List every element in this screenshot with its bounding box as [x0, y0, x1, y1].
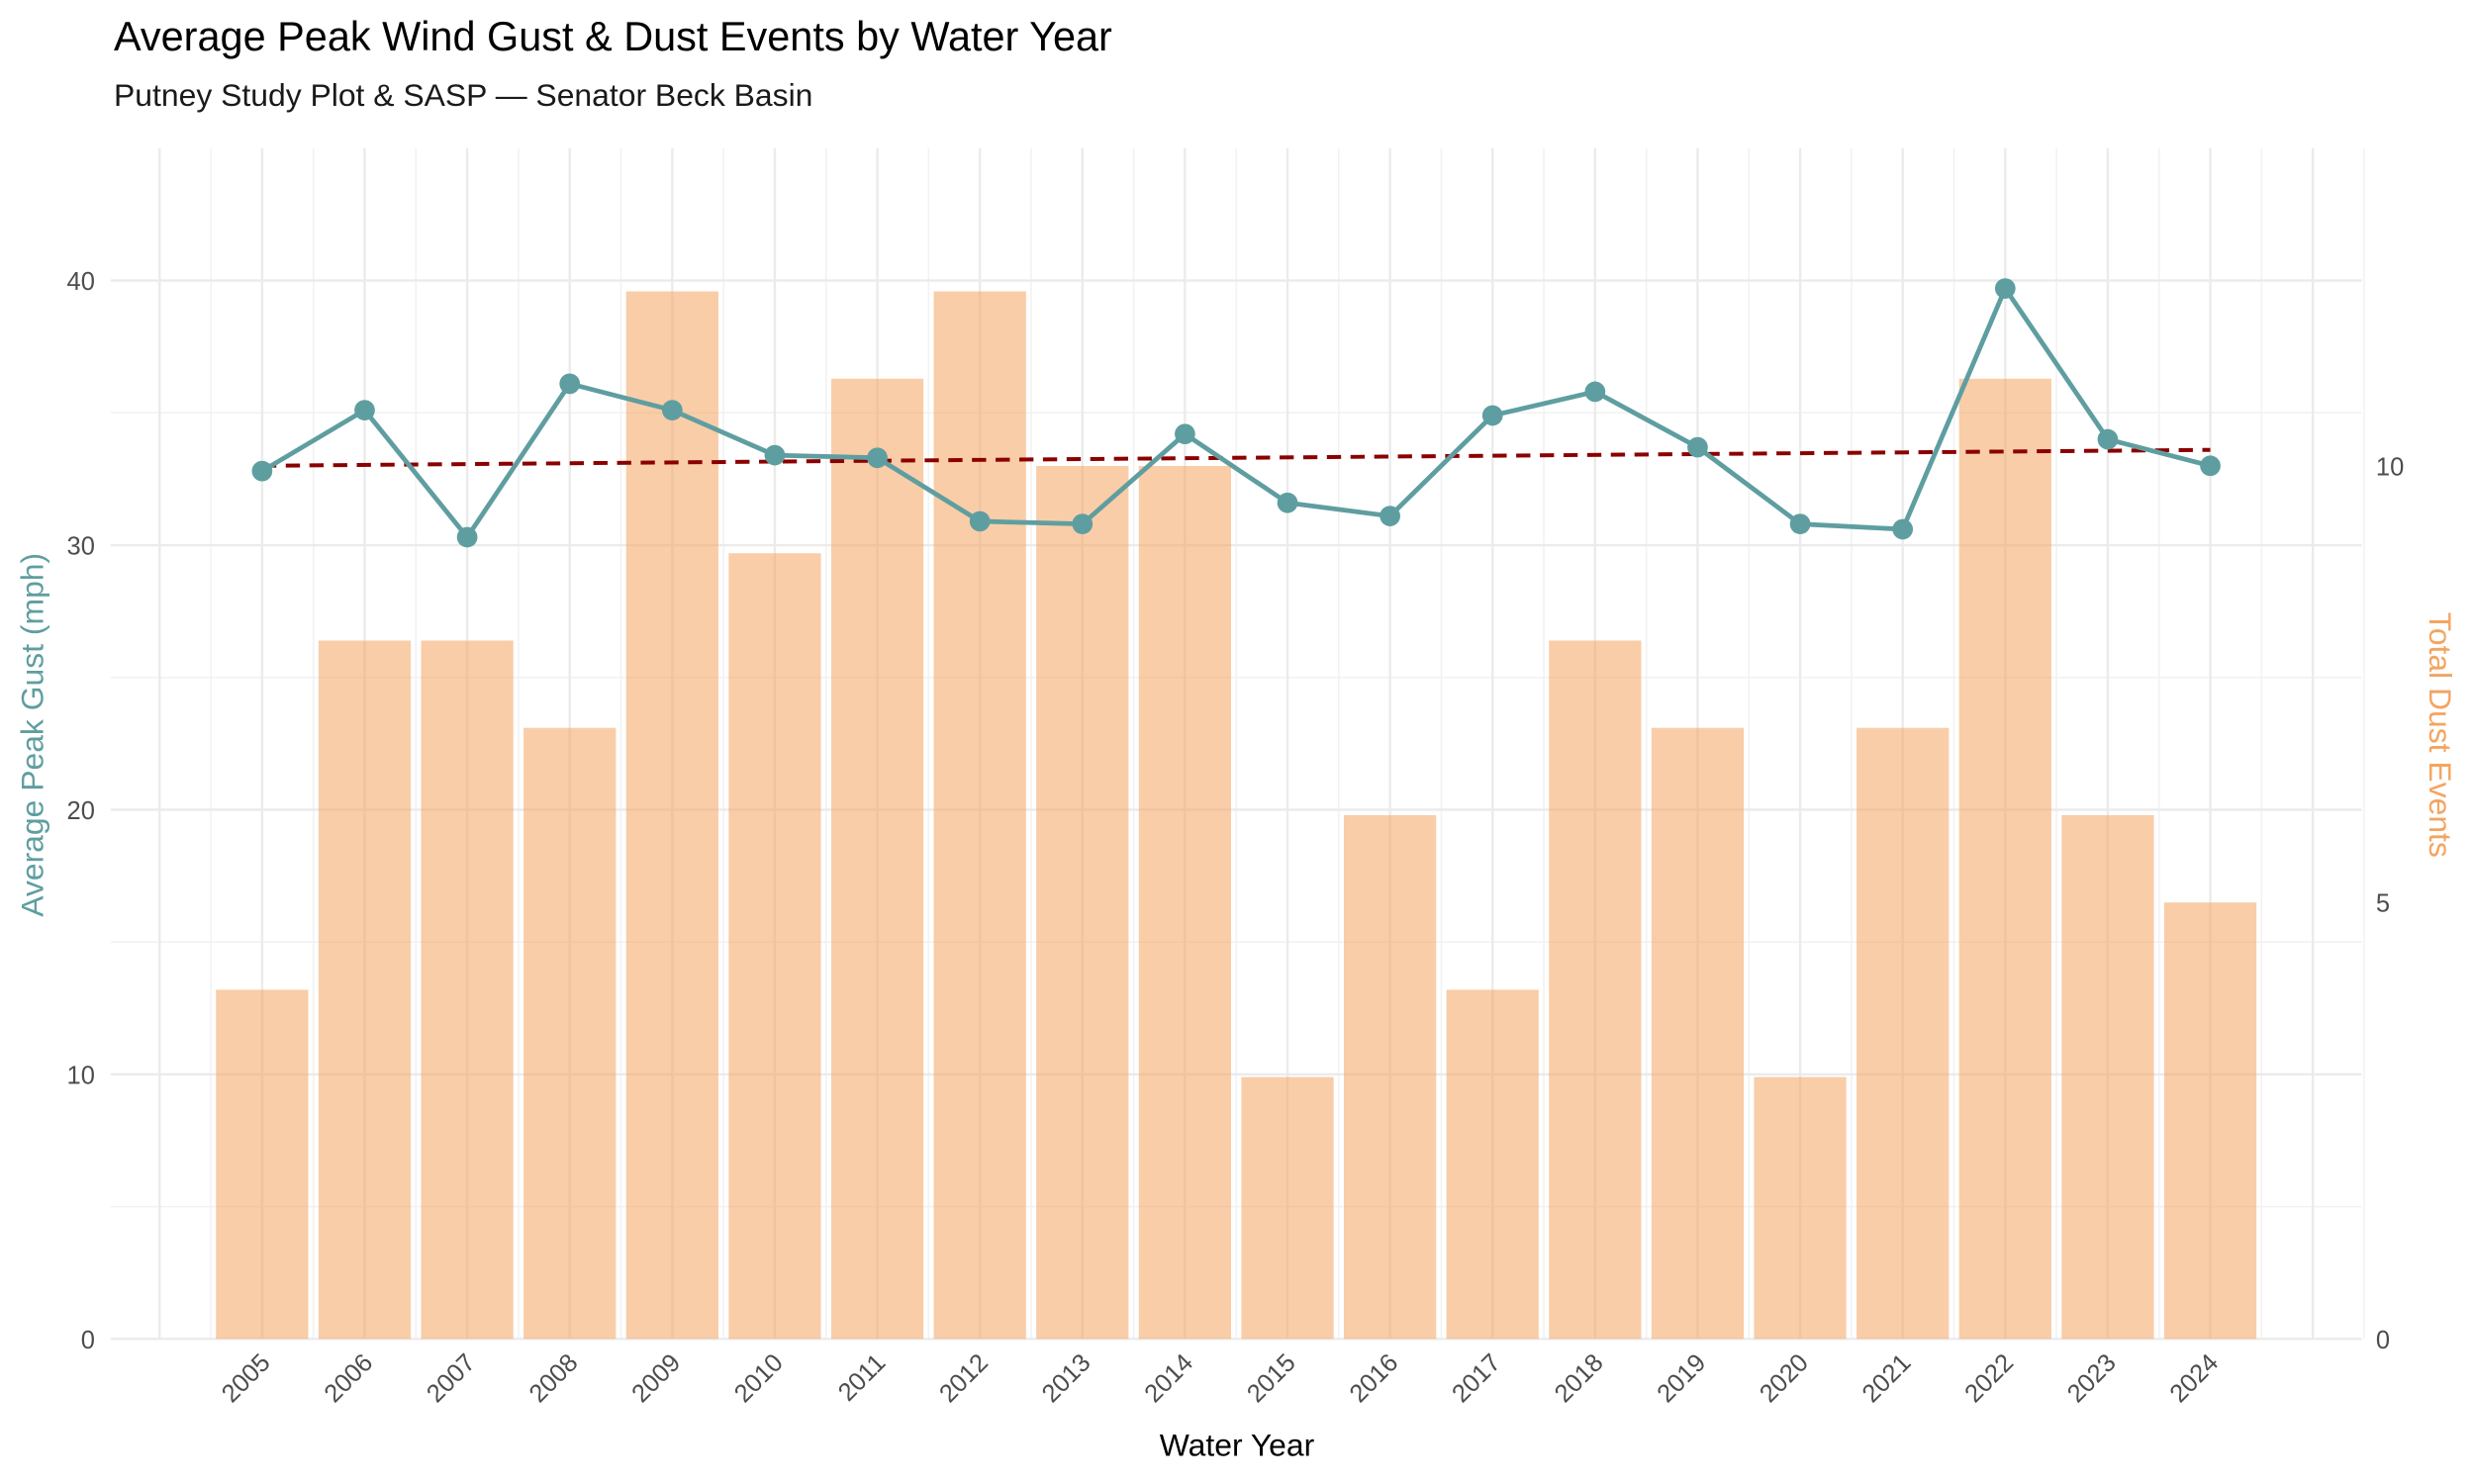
- point: [1175, 423, 1195, 445]
- x-tick-label: 2008: [524, 1348, 584, 1408]
- x-tick-label: 2005: [217, 1348, 276, 1408]
- bar: [933, 291, 1026, 1340]
- y-axis-title: Average Peak Gust (mph): [14, 553, 49, 917]
- x-tick-label: 2019: [1652, 1348, 1711, 1408]
- bar: [2061, 814, 2154, 1340]
- x-tick-label: 2021: [1857, 1348, 1917, 1408]
- bar: [625, 291, 718, 1340]
- x-tick-label: 2018: [1550, 1348, 1609, 1408]
- trend-line: [261, 447, 2211, 468]
- y-tick-label: 40: [67, 268, 95, 296]
- x-tick-label: 2020: [1755, 1348, 1814, 1408]
- bar: [421, 640, 514, 1340]
- x-tick-label: 2023: [2062, 1348, 2122, 1408]
- point: [354, 400, 375, 420]
- point: [661, 400, 683, 420]
- y2-tick-label: 0: [2376, 1327, 2390, 1354]
- x-tick-label: 2022: [1959, 1348, 2019, 1408]
- point: [1789, 513, 1811, 534]
- x-tick-label: 2014: [1139, 1348, 1198, 1408]
- x-tick-label: 2010: [729, 1348, 789, 1408]
- y2-axis-title: Total Dust Events: [2423, 612, 2458, 858]
- point: [1584, 381, 1606, 403]
- y-tick-label: 30: [67, 533, 95, 561]
- x-tick-label: 2015: [1242, 1348, 1301, 1408]
- bar: [1446, 989, 1539, 1340]
- x-tick-label: 2007: [422, 1348, 481, 1408]
- x-tick-label: 2024: [2164, 1348, 2224, 1408]
- y-tick-label: 10: [67, 1062, 95, 1089]
- bar: [728, 553, 821, 1340]
- point: [1277, 492, 1298, 513]
- point: [764, 444, 786, 466]
- point: [456, 526, 478, 548]
- y2-tick-label: 5: [2376, 890, 2390, 918]
- point: [2200, 455, 2221, 477]
- x-tick-label: 2012: [934, 1348, 994, 1408]
- point: [559, 373, 581, 395]
- x-tick-label: 2013: [1037, 1348, 1096, 1408]
- point: [1892, 518, 1914, 540]
- point: [867, 447, 888, 469]
- x-tick-label: 2016: [1345, 1348, 1404, 1408]
- bar: [216, 989, 309, 1340]
- bar: [830, 378, 924, 1340]
- x-axis-title: Water Year: [1160, 1427, 1315, 1462]
- bar: [1036, 466, 1129, 1340]
- bar: [1958, 378, 2051, 1340]
- x-tick-label: 2006: [319, 1348, 378, 1408]
- bar: [1549, 640, 1642, 1340]
- point: [251, 460, 273, 482]
- bar: [2163, 902, 2257, 1340]
- point: [1481, 405, 1503, 426]
- bar: [1651, 727, 1745, 1340]
- point: [1994, 278, 2016, 299]
- y-tick-label: 0: [81, 1327, 95, 1354]
- x-tick-label: 2009: [626, 1348, 686, 1408]
- chart-subtitle: Putney Study Plot & SASP — Senator Beck …: [114, 77, 812, 113]
- y-tick-label: 20: [67, 797, 95, 825]
- bar: [318, 640, 412, 1340]
- bar: [1343, 814, 1437, 1340]
- point: [1072, 513, 1094, 534]
- point: [2097, 428, 2119, 450]
- bar: [1754, 1076, 1847, 1340]
- bar: [1856, 727, 1950, 1340]
- bar: [1138, 466, 1232, 1340]
- point: [1687, 436, 1708, 458]
- x-tick-label: 2017: [1447, 1348, 1506, 1408]
- y2-tick-label: 10: [2376, 454, 2404, 482]
- line: [260, 283, 2212, 542]
- point: [1380, 506, 1400, 526]
- bar: [1241, 1076, 1334, 1340]
- x-tick-label: 2011: [833, 1348, 892, 1407]
- chart-title: Average Peak Wind Gust & Dust Events by …: [114, 13, 1112, 59]
- point: [969, 510, 991, 532]
- bar: [523, 727, 617, 1340]
